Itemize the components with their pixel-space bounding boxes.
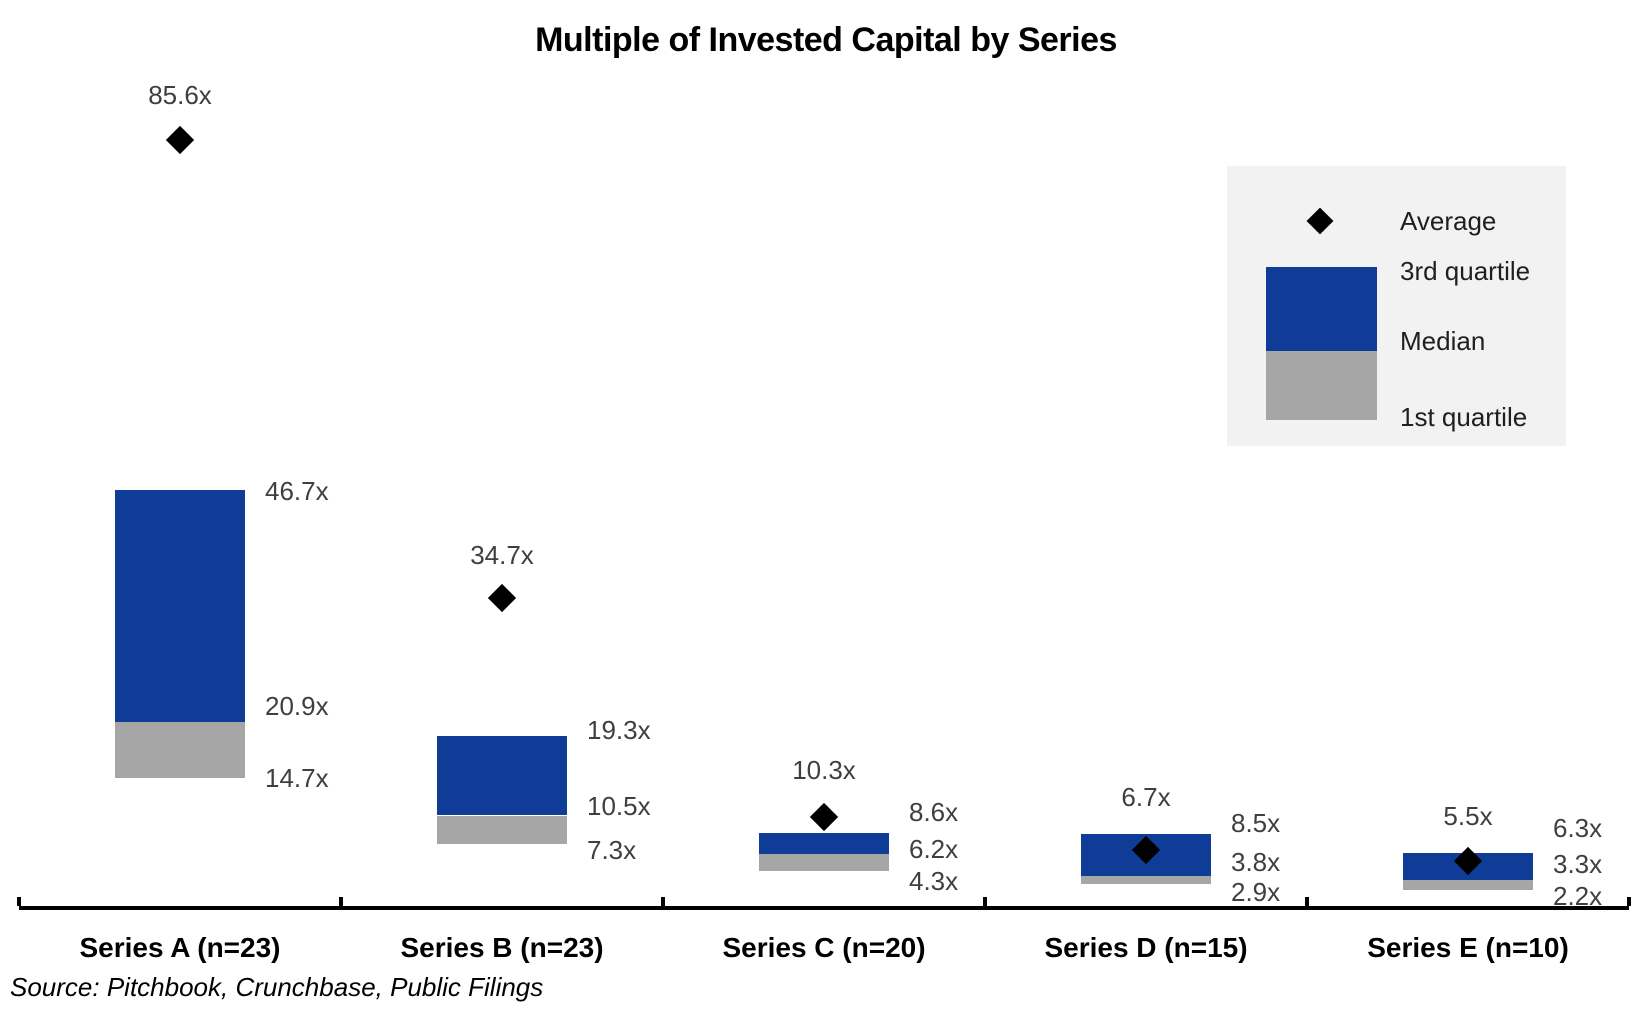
quartile-bar-gray-series-b xyxy=(437,815,567,845)
x-axis-tick xyxy=(661,897,665,906)
quartile-bar-blue-series-a xyxy=(115,489,245,722)
quartile-bar-gray-series-c xyxy=(759,854,889,872)
q1-value-label-series-d: 2.9x xyxy=(1231,877,1281,907)
median-value-label-series-e: 3.3x xyxy=(1553,849,1603,879)
x-axis-tick xyxy=(339,897,343,906)
median-value-label-series-c: 6.2x xyxy=(909,834,959,864)
average-value-label-series-e: 5.5x xyxy=(1443,801,1493,831)
legend-quartile-bar-gray-swatch xyxy=(1266,351,1377,420)
x-axis-line xyxy=(19,906,1629,910)
legend-1st-quartile-label: 1st quartile xyxy=(1400,402,1528,432)
average-value-label-series-b: 34.7x xyxy=(470,540,534,570)
legend-quartile-bar-blue-swatch xyxy=(1266,267,1377,351)
q1-value-label-series-b: 7.3x xyxy=(587,835,637,865)
median-value-label-series-d: 3.8x xyxy=(1231,847,1281,877)
average-value-label-series-a: 85.6x xyxy=(148,80,212,110)
quartile-bar-blue-series-b xyxy=(437,736,567,816)
q3-value-label-series-d: 8.5x xyxy=(1231,808,1281,838)
q1-value-label-series-a: 14.7x xyxy=(265,763,329,793)
q3-value-label-series-c: 8.6x xyxy=(909,797,959,827)
category-label-series-b: Series B (n=23) xyxy=(400,932,604,963)
quartile-bar-blue-series-c xyxy=(759,832,889,855)
q3-value-label-series-b: 19.3x xyxy=(587,715,651,745)
x-axis-tick xyxy=(17,897,21,906)
median-value-label-series-b: 10.5x xyxy=(587,791,651,821)
x-axis-tick xyxy=(983,897,987,906)
q1-value-label-series-e: 2.2x xyxy=(1553,881,1603,911)
q3-value-label-series-a: 46.7x xyxy=(265,476,329,506)
category-label-series-c: Series C (n=20) xyxy=(722,932,926,963)
source-note: Source: Pitchbook, Crunchbase, Public Fi… xyxy=(10,972,544,1002)
x-axis-tick xyxy=(1305,897,1309,906)
quartile-bar-gray-series-d xyxy=(1081,875,1211,884)
average-diamond-icon-series-b xyxy=(487,583,517,612)
legend-median-label: Median xyxy=(1400,326,1486,356)
category-label-series-d: Series D (n=15) xyxy=(1044,932,1248,963)
legend-average-diamond-icon xyxy=(1306,207,1334,235)
category-label-series-a: Series A (n=23) xyxy=(79,932,281,963)
average-value-label-series-d: 6.7x xyxy=(1121,782,1171,812)
x-axis-tick xyxy=(1627,897,1631,906)
q3-value-label-series-e: 6.3x xyxy=(1553,813,1603,843)
legend: Average 3rd quartile Median 1st quartile xyxy=(1227,166,1566,446)
average-diamond-icon-series-a xyxy=(165,125,195,154)
quartile-bar-gray-series-e xyxy=(1403,880,1533,891)
median-value-label-series-a: 20.9x xyxy=(265,691,329,721)
quartile-bar-gray-series-a xyxy=(115,721,245,778)
average-value-label-series-c: 10.3x xyxy=(792,755,856,785)
q1-value-label-series-c: 4.3x xyxy=(909,866,959,896)
legend-3rd-quartile-label: 3rd quartile xyxy=(1400,256,1531,286)
category-label-series-e: Series E (n=10) xyxy=(1367,932,1569,963)
average-diamond-icon-series-c xyxy=(809,803,839,832)
chart-title: Multiple of Invested Capital by Series xyxy=(535,21,1117,59)
legend-average-label: Average xyxy=(1400,206,1497,236)
